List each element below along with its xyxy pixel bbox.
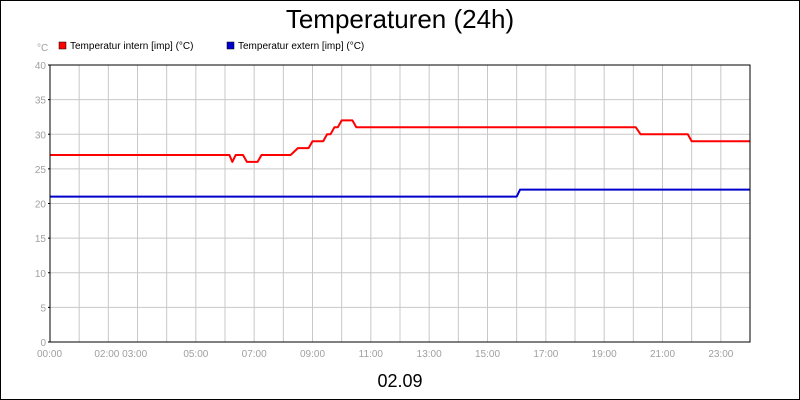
x-tick-label: 15:00 (475, 349, 500, 360)
y-tick-label: 25 (35, 165, 47, 176)
x-axis-ticks: 00:00 02:00 03:00 05:00 07:00 09:00 11:00 13:0… (37, 349, 734, 360)
x-tick-label: 07:00 (242, 349, 267, 360)
y-tick-label: 0 (40, 338, 46, 349)
y-tick-label: 15 (35, 234, 47, 245)
x-tick-label: 02:00 03:00 (94, 349, 147, 360)
x-tick-label: 11:00 (359, 349, 384, 360)
legend-label: Temperatur extern [imp] (°C) (238, 41, 364, 52)
y-tick-label: 20 (35, 200, 47, 211)
y-axis-ticks: 0 5 10 15 20 25 30 35 40 (35, 61, 50, 349)
legend-swatch (226, 41, 235, 50)
x-tick-label: 00:00 (37, 349, 62, 360)
x-tick-label: 17:00 (533, 349, 558, 360)
y-tick-label: 40 (35, 61, 47, 72)
series-line-1 (50, 188, 750, 198)
x-tick-label: 05:00 (183, 349, 208, 360)
legend-swatch (58, 41, 67, 50)
x-tick-label: 23:00 (708, 349, 733, 360)
y-axis-unit-label: °C (37, 43, 48, 54)
y-tick-label: 10 (35, 269, 47, 280)
legend: Temperatur intern [imp] (°C) Temperatur e… (58, 41, 364, 52)
legend-label: Temperatur intern [imp] (°C) (70, 41, 193, 52)
x-tick-label: 13:00 (417, 349, 442, 360)
x-tick-label: 09:00 (300, 349, 325, 360)
series-line-0 (50, 119, 750, 163)
plot-frame (49, 64, 751, 343)
grid-lines (50, 65, 750, 342)
y-tick-label: 35 (35, 96, 47, 107)
y-tick-label: 5 (40, 303, 46, 314)
chart-title: Temperaturen (24h) (286, 4, 514, 34)
x-tick-label: 19:00 (592, 349, 617, 360)
series-layer (50, 119, 750, 198)
x-tick-label: 21:00 (650, 349, 675, 360)
date-label: 02.09 (377, 371, 422, 391)
y-tick-label: 30 (35, 130, 47, 141)
